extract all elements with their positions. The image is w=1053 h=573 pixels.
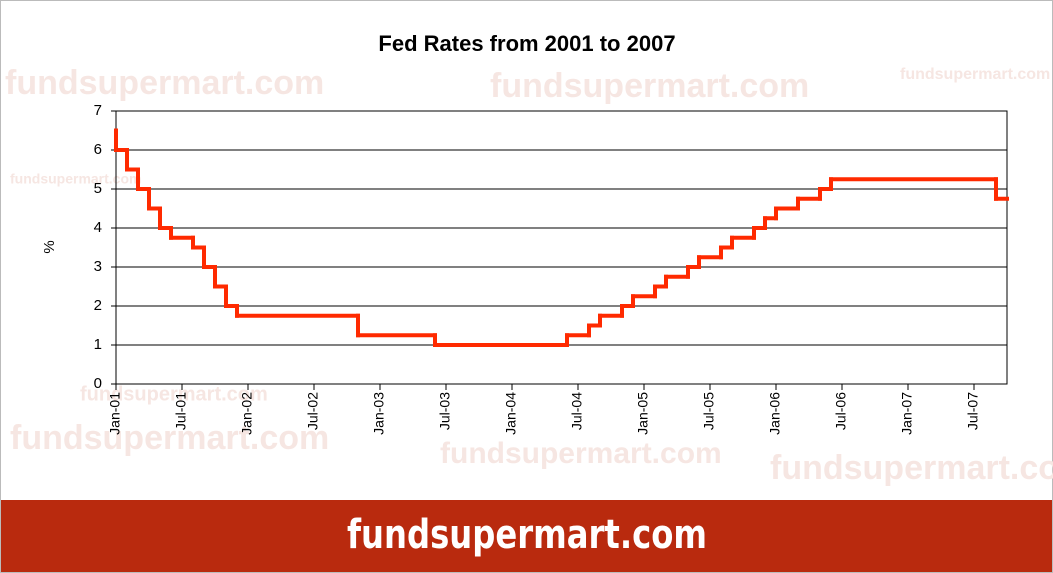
x-tick-label: Jul-07 [965, 392, 981, 430]
y-axis-label: % [41, 240, 58, 253]
x-tick-label: Jul-05 [701, 392, 717, 430]
x-tick-label: Jan-07 [899, 392, 915, 435]
x-tick-label: Jul-02 [305, 392, 321, 430]
watermark: fundsupermart.com [900, 66, 1050, 83]
watermark: fundsupermart.com [80, 383, 268, 405]
watermark: fundsupermart.com [10, 419, 329, 457]
banner-text: fundsupermart.com [347, 512, 707, 558]
x-tick-label: Jan-03 [371, 392, 387, 435]
x-tick-label: Jan-06 [767, 392, 783, 435]
x-tick-label: Jul-01 [173, 392, 189, 430]
watermark: fundsupermart.com [10, 171, 141, 187]
watermark: fundsupermart.com [5, 64, 324, 102]
y-tick-label: 7 [94, 102, 102, 119]
watermark: fundsupermart.com [440, 437, 722, 470]
x-tick-label: Jan-05 [635, 392, 651, 435]
banner-bg [1, 500, 1052, 572]
y-tick-label: 6 [94, 141, 102, 158]
x-tick-label: Jan-04 [503, 392, 519, 435]
y-tick-label: 5 [94, 180, 102, 197]
y-tick-label: 3 [94, 258, 102, 275]
y-tick-label: 0 [94, 375, 102, 392]
watermark: fundsupermart.com [490, 67, 809, 105]
watermark: fundsupermart.com [770, 449, 1053, 487]
y-tick-label: 4 [94, 219, 102, 236]
chart-title: Fed Rates from 2001 to 2007 [378, 31, 675, 56]
x-tick-label: Jul-06 [833, 392, 849, 430]
y-tick-label: 1 [94, 336, 102, 353]
y-tick-label: 2 [94, 297, 102, 314]
x-tick-label: Jul-03 [437, 392, 453, 430]
x-tick-label: Jan-02 [239, 392, 255, 435]
x-tick-label: Jan-01 [107, 392, 123, 435]
x-tick-label: Jul-04 [569, 392, 585, 430]
watermarks: fundsupermart.com fundsupermart.com fundsu… [5, 64, 1053, 487]
